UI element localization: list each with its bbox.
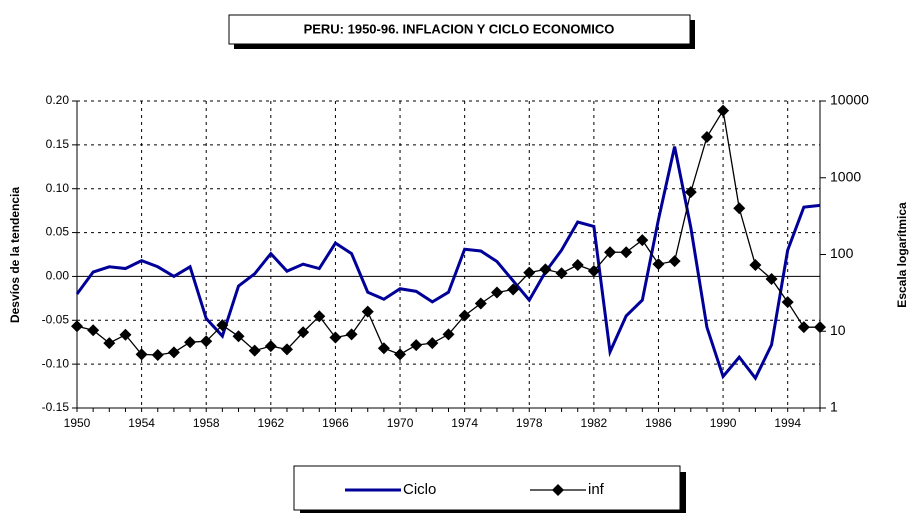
marker: [555, 267, 568, 280]
marker: [151, 349, 164, 362]
marker: [797, 321, 810, 334]
y-tick-label: 0.00: [46, 269, 70, 283]
x-tick-label: 1978: [516, 416, 543, 430]
marker: [87, 324, 100, 337]
y2-tick-label: 1000: [830, 168, 861, 184]
marker: [684, 186, 697, 199]
chart-title: PERU: 1950-96. INFLACION Y CICLO ECONOMI…: [304, 21, 615, 36]
marker: [507, 283, 520, 296]
x-tick-label: 1994: [774, 416, 801, 430]
x-tick-label: 1962: [257, 416, 284, 430]
legend-marker: [552, 484, 564, 496]
marker: [458, 309, 471, 322]
marker: [200, 335, 213, 348]
marker: [604, 246, 617, 259]
legend: [293, 465, 681, 511]
marker: [474, 297, 487, 310]
y2-tick-label: 10000: [830, 92, 869, 108]
marker: [426, 337, 439, 350]
y-tick-label: -0.10: [42, 356, 70, 370]
y-tick-label: -0.05: [42, 312, 70, 326]
y-tick-label: 0.10: [46, 181, 70, 195]
marker: [733, 202, 746, 215]
marker: [442, 328, 455, 341]
marker: [361, 305, 374, 318]
marker: [814, 321, 826, 334]
marker: [71, 320, 83, 333]
marker: [490, 286, 503, 299]
marker: [135, 348, 148, 361]
y-tick-label: 0.20: [46, 93, 70, 107]
x-tick-label: 1954: [128, 416, 155, 430]
y-axis-title: Desvíos de la tendencia: [8, 187, 22, 323]
marker: [184, 336, 197, 349]
series-line: [75, 146, 821, 382]
marker: [700, 130, 713, 143]
marker: [248, 344, 261, 357]
marker: [167, 346, 180, 359]
legend-label: inf: [588, 481, 605, 498]
x-tick-label: 1974: [451, 416, 478, 430]
x-tick-label: 1958: [193, 416, 220, 430]
marker: [587, 264, 600, 277]
x-tick-label: 1966: [322, 416, 349, 430]
marker: [636, 234, 649, 247]
marker: [539, 263, 552, 276]
marker: [410, 339, 423, 352]
y2-tick-label: 100: [830, 245, 854, 261]
marker: [232, 330, 245, 343]
x-tick-label: 1990: [710, 416, 737, 430]
marker: [377, 342, 390, 355]
marker: [749, 258, 762, 271]
marker: [620, 246, 633, 259]
marker: [119, 328, 132, 341]
marker: [216, 319, 229, 332]
marker: [264, 340, 277, 353]
marker: [717, 104, 730, 117]
marker: [345, 328, 358, 341]
marker: [394, 348, 407, 361]
y2-axis-title: Escala logarítmica: [895, 202, 909, 308]
marker: [765, 272, 778, 285]
y-tick-label: -0.15: [42, 400, 70, 414]
marker: [329, 331, 342, 344]
marker: [571, 258, 584, 271]
y2-tick-label: 1: [830, 399, 838, 415]
marker: [523, 266, 536, 279]
marker: [781, 296, 794, 309]
x-tick-label: 1982: [581, 416, 608, 430]
y-tick-label: 0.05: [46, 225, 70, 239]
y2-tick-label: 10: [830, 322, 846, 338]
marker: [103, 337, 116, 350]
marker: [313, 310, 326, 323]
marker: [668, 255, 681, 268]
x-tick-label: 1950: [64, 416, 91, 430]
x-tick-label: 1986: [645, 416, 672, 430]
marker: [280, 343, 293, 356]
marker: [297, 326, 310, 339]
marker: [652, 258, 665, 271]
y-tick-label: 0.15: [46, 137, 70, 151]
title-box: [228, 14, 691, 45]
legend-label: Ciclo: [403, 481, 436, 498]
x-tick-label: 1970: [387, 416, 414, 430]
